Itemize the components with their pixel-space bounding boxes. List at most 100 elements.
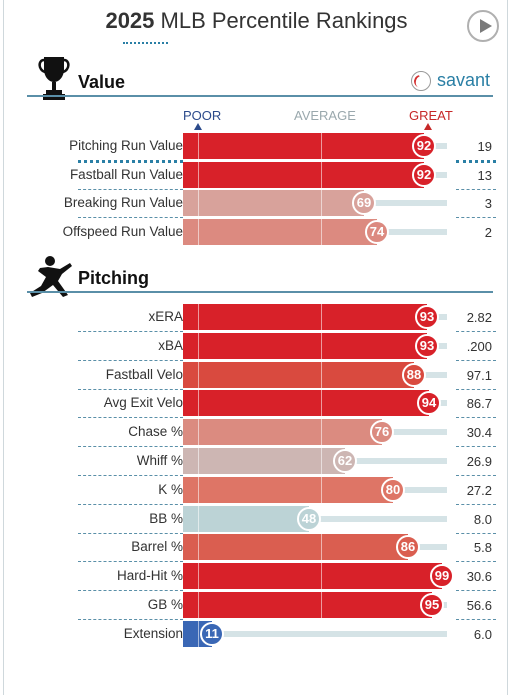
metric-row[interactable]: Extension 11 6.0 xyxy=(0,621,513,647)
page-title: 2025 MLB Percentile Rankings xyxy=(0,8,513,34)
metric-value: 26.9 xyxy=(466,454,492,469)
row-separator xyxy=(456,217,496,218)
row-separator xyxy=(78,160,183,163)
percentile-badge[interactable]: 69 xyxy=(352,191,376,215)
reference-line xyxy=(321,362,322,388)
reference-line xyxy=(198,190,199,216)
percentile-track xyxy=(364,200,447,206)
row-separator xyxy=(456,590,496,591)
metric-row[interactable]: Barrel % 86 5.8 xyxy=(0,534,513,560)
row-separator xyxy=(78,389,183,390)
percentile-badge[interactable]: 74 xyxy=(365,220,389,244)
reference-line xyxy=(321,534,322,560)
panel-frame xyxy=(3,0,508,695)
reference-line xyxy=(321,190,322,216)
reference-line xyxy=(321,162,322,188)
reference-line xyxy=(198,362,199,388)
percentile-badge[interactable]: 95 xyxy=(420,593,444,617)
baseball-icon xyxy=(411,70,431,91)
trophy-icon xyxy=(37,55,71,101)
row-separator xyxy=(78,475,183,476)
metric-label: Pitching Run Value xyxy=(69,138,183,153)
percentile-badge[interactable]: 76 xyxy=(370,420,394,444)
row-separator xyxy=(78,189,183,190)
reference-line xyxy=(198,333,199,359)
percentile-badge[interactable]: 80 xyxy=(381,478,405,502)
percentile-bar xyxy=(183,563,442,589)
percentile-badge[interactable]: 48 xyxy=(297,507,321,531)
percentile-bar xyxy=(183,219,377,245)
percentile-bar xyxy=(183,592,432,618)
metric-row[interactable]: Fastball Velo 88 97.1 xyxy=(0,362,513,388)
reference-line xyxy=(198,592,199,618)
row-separator xyxy=(456,417,496,418)
metric-value: 56.6 xyxy=(466,598,492,613)
percentile-badge[interactable]: 88 xyxy=(402,363,426,387)
metric-row[interactable]: Whiff % 62 26.9 xyxy=(0,448,513,474)
reference-line xyxy=(321,419,322,445)
percentile-bar xyxy=(183,190,364,216)
row-separator xyxy=(456,533,496,534)
percentile-badge[interactable]: 92 xyxy=(412,163,436,187)
savant-logo[interactable]: savant xyxy=(411,70,490,91)
row-separator xyxy=(78,504,183,505)
row-separator xyxy=(78,533,183,534)
row-separator xyxy=(78,331,183,332)
play-button[interactable] xyxy=(467,10,499,42)
metric-label: xBA xyxy=(158,338,183,353)
row-separator xyxy=(78,446,183,447)
metric-row[interactable]: xBA 93 .200 xyxy=(0,333,513,359)
percentile-badge[interactable]: 93 xyxy=(415,334,439,358)
reference-line xyxy=(198,477,199,503)
percentile-track xyxy=(212,631,447,637)
row-separator xyxy=(456,331,496,332)
poor-marker-icon xyxy=(194,123,202,130)
row-separator xyxy=(456,475,496,476)
reference-line xyxy=(321,563,322,589)
metric-row[interactable]: GB % 95 56.6 xyxy=(0,592,513,618)
metric-value: 6.0 xyxy=(473,627,492,642)
row-separator xyxy=(456,160,496,163)
metric-row[interactable]: BB % 48 8.0 xyxy=(0,506,513,532)
metric-label: Offspeed Run Value xyxy=(62,224,183,239)
reference-line xyxy=(198,219,199,245)
percentile-badge[interactable]: 99 xyxy=(430,564,454,588)
metric-value: 30.4 xyxy=(466,425,492,440)
metric-row[interactable]: Pitching Run Value 92 19 xyxy=(0,133,513,159)
row-separator xyxy=(78,561,183,562)
percentile-bar xyxy=(183,534,408,560)
percentile-track xyxy=(345,458,447,464)
percentile-track xyxy=(309,516,447,522)
percentile-bar xyxy=(183,162,424,188)
percentile-badge[interactable]: 11 xyxy=(200,622,224,646)
percentile-badge[interactable]: 94 xyxy=(417,391,441,415)
percentile-bar xyxy=(183,304,427,330)
scale-average-label: AVERAGE xyxy=(294,108,356,123)
metric-row[interactable]: Hard-Hit % 99 30.6 xyxy=(0,563,513,589)
metric-row[interactable]: Breaking Run Value 69 3 xyxy=(0,190,513,216)
percentile-bar xyxy=(183,133,424,159)
metric-row[interactable]: Avg Exit Velo 94 86.7 xyxy=(0,390,513,416)
metric-value: 5.8 xyxy=(473,540,492,555)
scale-poor-label: POOR xyxy=(183,108,222,123)
percentile-badge[interactable]: 62 xyxy=(333,449,357,473)
percentile-badge[interactable]: 93 xyxy=(415,305,439,329)
metric-value: 8.0 xyxy=(473,512,492,527)
metric-row[interactable]: xERA 93 2.82 xyxy=(0,304,513,330)
percentile-bar xyxy=(183,333,427,359)
percentile-track xyxy=(414,372,447,378)
metric-label: Chase % xyxy=(128,424,183,439)
percentile-track xyxy=(408,544,447,550)
reference-line xyxy=(198,621,199,647)
metric-row[interactable]: K % 80 27.2 xyxy=(0,477,513,503)
percentile-badge[interactable]: 86 xyxy=(396,535,420,559)
title-year: 2025 xyxy=(105,8,155,33)
row-separator xyxy=(456,561,496,562)
metric-row[interactable]: Offspeed Run Value 74 2 xyxy=(0,219,513,245)
metric-value: 97.1 xyxy=(466,368,492,383)
percentile-bar xyxy=(183,477,393,503)
percentile-badge[interactable]: 92 xyxy=(412,134,436,158)
percentile-track xyxy=(393,487,447,493)
metric-row[interactable]: Fastball Run Value 92 13 xyxy=(0,162,513,188)
metric-row[interactable]: Chase % 76 30.4 xyxy=(0,419,513,445)
